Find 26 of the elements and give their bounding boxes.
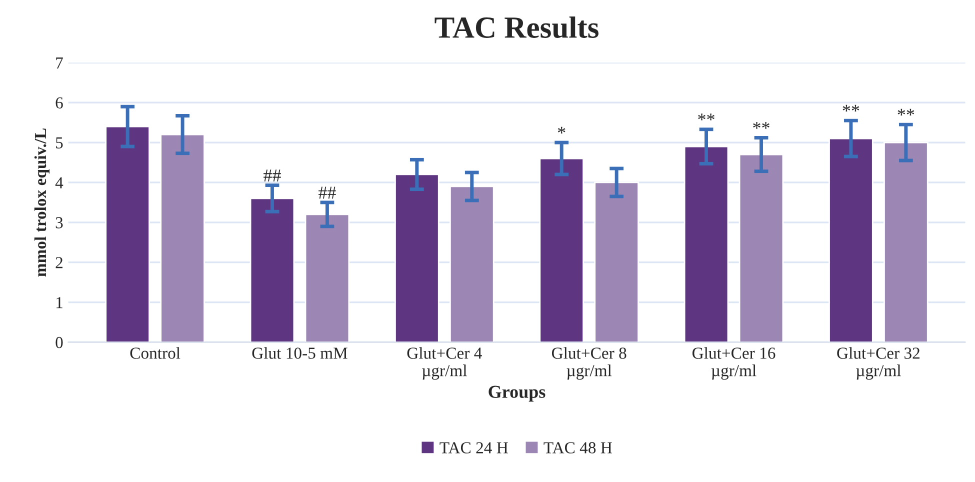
y-tick-label: 0 xyxy=(56,336,63,348)
y-tick-label: 2 xyxy=(56,257,62,268)
y-tick-label: 4 xyxy=(55,177,64,188)
data-label: ** xyxy=(898,108,914,116)
x-tick-label: Glut+Cer 4 µgr/ml xyxy=(407,347,482,380)
chart-title: TAC Results xyxy=(434,16,598,38)
data-label: ** xyxy=(842,104,860,112)
x-tick-label: Glut+Cer 32 µgr/ml xyxy=(837,347,920,380)
data-label: ## xyxy=(264,170,281,182)
y-axis-title: mmol trolox equiv./L xyxy=(34,128,50,277)
x-axis-title: Groups xyxy=(488,386,546,402)
data-label: ## xyxy=(318,186,336,199)
y-tick-label: 1 xyxy=(56,297,62,308)
x-tick-label: Glut+Cer 16 µgr/ml xyxy=(692,347,776,380)
data-label: * xyxy=(558,126,566,134)
data-label: ** xyxy=(753,122,770,129)
x-tick-label: Glut 10-5 mM xyxy=(252,347,348,359)
data-label: ** xyxy=(698,114,714,120)
legend-label: TAC 24 H xyxy=(440,442,508,454)
y-tick-label: 5 xyxy=(56,137,63,148)
y-tick-label: 7 xyxy=(56,58,63,68)
legend-label: TAC 48 H xyxy=(544,442,612,454)
y-tick-label: 6 xyxy=(56,97,63,109)
y-tick-label: 3 xyxy=(56,217,63,228)
x-tick-label: Control xyxy=(130,347,180,359)
x-tick-label: Glut+Cer 8 µgr/ml xyxy=(552,347,626,380)
